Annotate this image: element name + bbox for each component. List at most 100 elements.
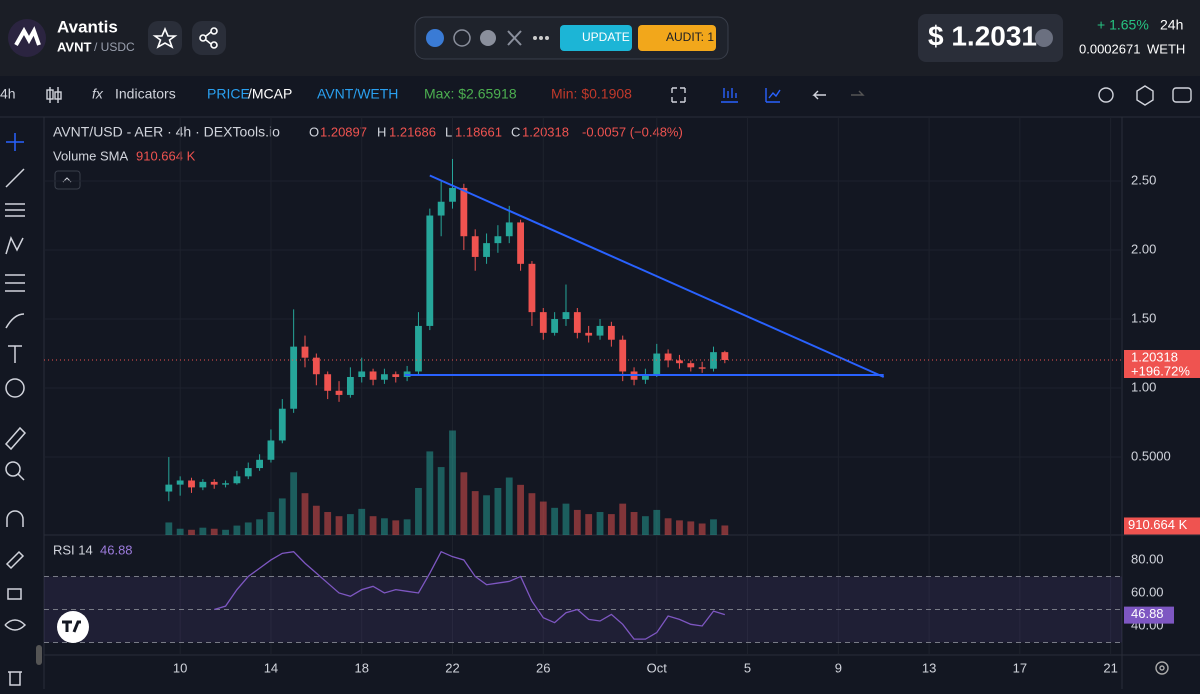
candle-body [335,390,343,395]
legend-o-value: 1.20897 [320,124,367,139]
candle-body [642,374,649,380]
volume-bar [426,451,434,535]
indicators-button[interactable]: Indicators [115,86,176,102]
price-change: + 1.65% [1097,17,1149,33]
volume-bar [403,519,411,535]
candle-body [369,371,377,380]
rsi-tick-label: 80.00 [1131,551,1164,566]
eth-unit: WETH [1147,41,1185,56]
y-tick-label: 2.50 [1131,172,1156,187]
y-tick-label: 1.50 [1131,310,1156,325]
legend-l: L [445,124,452,139]
volume-bar [335,516,343,535]
volume-bar [415,487,422,535]
x-tick-label: 18 [354,660,368,675]
x-tick-label: Oct [647,660,668,675]
candle-body [687,363,695,368]
mcap-toggle[interactable]: /MCAP [248,86,292,102]
candle-body [494,236,502,244]
tradingview-logo[interactable] [57,611,89,643]
volume-bar [278,498,286,535]
rsi-tag-value: 46.88 [1131,606,1164,621]
candle-body [324,374,332,391]
collapse-button[interactable] [54,170,81,190]
volume-legend: Volume SMA [53,148,128,163]
telegram-link[interactable] [480,30,496,46]
candle-body [256,459,264,469]
toolbar-icons[interactable] [46,85,1192,106]
rsi-tick-label: 60.00 [1131,584,1164,599]
candle-body [460,187,468,237]
price-box [918,14,1063,62]
info-icon[interactable] [1035,29,1053,47]
volume-bar [642,516,649,535]
drawing-tools[interactable] [4,133,27,686]
candle-body [505,222,513,237]
tradingview-mark [62,620,81,633]
candle-body [449,187,456,202]
candle-body [165,484,173,492]
x-tick-label: 17 [1013,660,1027,675]
volume-bar [358,508,366,535]
pair-toggle[interactable]: AVNT/WETH [317,86,398,102]
candle-body [721,352,729,360]
token-pair: / USDC [94,40,135,54]
volume-bar [698,523,706,535]
web-link[interactable] [453,29,471,47]
candle-body [267,440,275,460]
candle-body [381,374,388,380]
candle-body [199,481,207,488]
volume-bar [573,509,581,535]
volume-bar [528,493,536,535]
settings-icon[interactable] [1155,661,1169,675]
rsi-line [214,550,726,640]
legend-o: O [309,124,319,139]
candle-body [710,352,717,369]
volume-bar [596,512,604,535]
candle-body [551,319,559,333]
volume-bar [392,520,400,535]
volume-bar [607,514,615,535]
scrollbar[interactable] [36,645,42,665]
volume-bar [517,484,524,535]
price-toggle[interactable]: PRICE [207,86,250,102]
rsi-band [44,576,1122,643]
interval[interactable]: 4h [0,86,16,102]
rsi-legend-value: 46.88 [100,542,133,557]
volume-bar [664,518,672,535]
change-period: 24h [1160,17,1183,33]
volume-bar [244,522,252,535]
favorite-button[interactable] [148,21,182,55]
more-links[interactable] [533,36,549,40]
volume-bar [437,467,445,535]
volume-bar [233,525,241,535]
volume-legend-value: 910.664 K [136,148,196,163]
candle-body [619,339,627,372]
update-button[interactable] [560,25,632,51]
x-tick-label: 10 [173,660,187,675]
website-link[interactable] [426,29,444,47]
volume-bar [222,529,229,535]
volume-bar [301,493,309,535]
min-price: Min: $0.1908 [551,86,632,102]
volume-bar [471,491,479,535]
volume-bar [562,503,570,535]
share-button[interactable] [192,21,226,55]
candle-body [312,357,320,375]
candle-body [210,481,218,485]
volume-bar [505,477,513,535]
y-tick-label: 1.00 [1131,379,1156,394]
rsi-legend: RSI 14 [53,542,93,557]
token-symbol: AVNT [57,39,91,54]
legend-symbol: AVNT/USD - AER · 4h · DEXTools.io [53,124,280,140]
volume-bar [256,519,264,535]
volume-bar [381,518,388,535]
volume-bar [346,514,354,535]
star-icon [152,26,178,49]
candle-body [664,353,672,361]
audit-button[interactable] [638,25,716,51]
x-link[interactable] [507,30,522,46]
price: $ 1.2031 [928,20,1037,51]
